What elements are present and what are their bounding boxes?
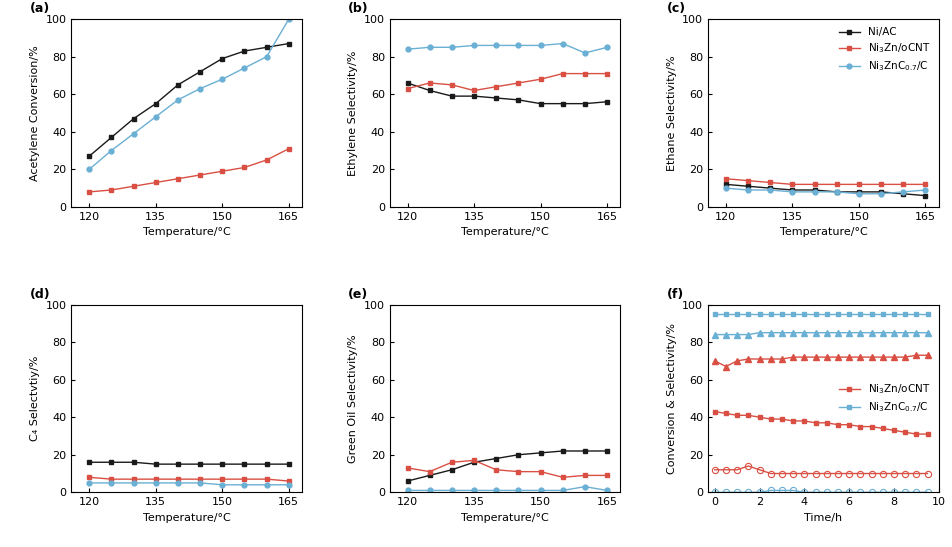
Text: (d): (d) [30,288,50,301]
X-axis label: Temperature/°C: Temperature/°C [461,513,548,523]
Y-axis label: Ethane Selectivity/%: Ethane Selectivity/% [666,55,676,171]
Text: (f): (f) [665,288,684,301]
X-axis label: Temperature/°C: Temperature/°C [461,228,548,237]
Text: (c): (c) [665,2,684,15]
X-axis label: Temperature/°C: Temperature/°C [143,513,230,523]
Text: (e): (e) [347,288,368,301]
Y-axis label: Green Oil Selectivity/%: Green Oil Selectivity/% [348,334,358,463]
Y-axis label: Acetylene Conversion/%: Acetylene Conversion/% [30,45,40,181]
X-axis label: Temperature/°C: Temperature/°C [143,228,230,237]
Y-axis label: Conversion & Selectivity/%: Conversion & Selectivity/% [666,323,676,474]
Y-axis label: C₄ Selectvtiy/%: C₄ Selectvtiy/% [30,356,40,441]
Legend: Ni/AC, Ni$_3$Zn/oCNT, Ni$_3$ZnC$_{0.7}$/C: Ni/AC, Ni$_3$Zn/oCNT, Ni$_3$ZnC$_{0.7}$/… [835,25,933,77]
Legend: Ni$_3$Zn/oCNT, Ni$_3$ZnC$_{0.7}$/C: Ni$_3$Zn/oCNT, Ni$_3$ZnC$_{0.7}$/C [835,380,933,417]
X-axis label: Temperature/°C: Temperature/°C [779,228,866,237]
Y-axis label: Ethylene Selectivity/%: Ethylene Selectivity/% [348,50,358,176]
Text: (a): (a) [30,2,50,15]
Text: (b): (b) [347,2,368,15]
X-axis label: Time/h: Time/h [803,513,842,523]
